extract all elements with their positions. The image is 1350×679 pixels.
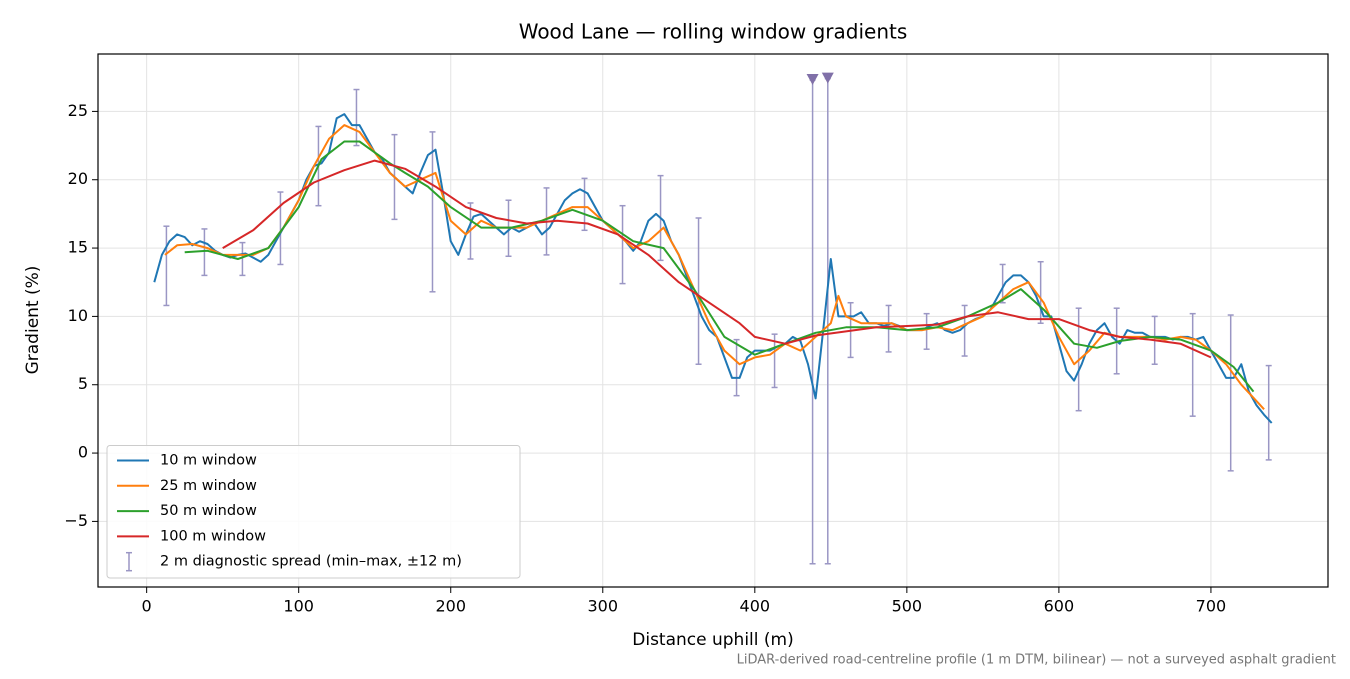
error-bar (999, 263, 1006, 304)
legend-label: 2 m diagnostic spread (min–max, ±12 m) (160, 554, 462, 570)
x-tick-label: 200 (435, 597, 466, 616)
footnote: LiDAR-derived road-centreline profile (1… (737, 653, 1336, 668)
error-bar (619, 204, 626, 285)
error-bar (581, 177, 588, 232)
x-axis-label: Distance uphill (m) (632, 630, 793, 650)
error-bar (353, 88, 360, 147)
series-line (222, 159, 1212, 359)
series-line (184, 140, 1255, 393)
error-bar (923, 312, 930, 350)
clip-marker (806, 73, 819, 85)
y-tick-label: 25 (68, 101, 88, 120)
legend-label: 50 m window (160, 503, 257, 519)
legend-frame (106, 445, 521, 579)
error-bar (771, 333, 778, 389)
error-bar (1037, 260, 1044, 324)
legend-label: 25 m window (160, 478, 257, 494)
error-bar (1227, 314, 1234, 472)
error-bar (1265, 364, 1272, 461)
error-bar (277, 191, 284, 266)
chart-title: Wood Lane — rolling window gradients (519, 20, 908, 44)
x-tick-label: 0 (142, 597, 152, 616)
x-tick-label: 600 (1044, 597, 1075, 616)
legend-label: 10 m window (160, 453, 257, 469)
legend-label: 100 m window (160, 528, 266, 544)
error-bar (239, 241, 246, 277)
x-tick-label: 700 (1196, 597, 1227, 616)
clip-marker (821, 72, 834, 84)
error-bar (429, 131, 436, 293)
x-tick-label: 300 (587, 597, 618, 616)
y-tick-label: −5 (64, 511, 88, 530)
error-bar (163, 225, 170, 307)
y-axis-label: Gradient (%) (23, 266, 43, 375)
y-tick-label: 10 (68, 306, 88, 325)
y-tick-label: 15 (68, 238, 88, 257)
x-tick-label: 100 (283, 597, 314, 616)
y-tick-label: 5 (78, 374, 88, 393)
x-tick-label: 400 (740, 597, 771, 616)
error-bar (1189, 312, 1196, 417)
error-bar (695, 217, 702, 365)
y-tick-label: 0 (78, 443, 88, 462)
y-tick-label: 20 (68, 169, 88, 188)
error-bar (961, 304, 968, 357)
series-line (164, 124, 1265, 410)
error-bar (733, 338, 740, 397)
error-bar (201, 228, 208, 277)
x-tick-label: 500 (892, 597, 923, 616)
plot-frame (97, 53, 1329, 588)
